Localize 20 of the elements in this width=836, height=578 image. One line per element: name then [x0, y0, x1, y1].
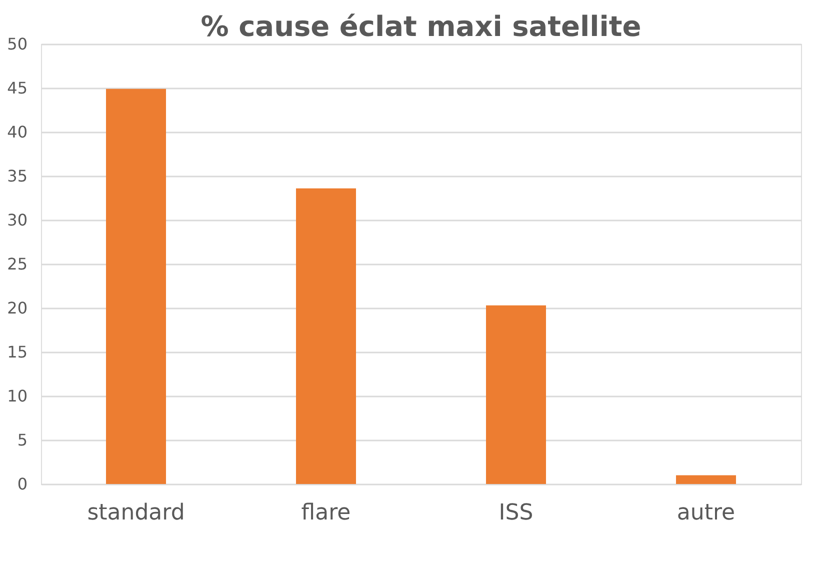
- bar: [676, 475, 736, 484]
- y-tick-label: 15: [7, 342, 28, 362]
- x-tick-label: flare: [301, 500, 351, 526]
- x-tick-label: standard: [87, 500, 185, 526]
- y-tick-label: 10: [7, 386, 28, 406]
- x-tick-label: ISS: [498, 500, 534, 526]
- bar: [296, 188, 356, 484]
- y-tick-label: 20: [7, 298, 28, 318]
- x-tick-label: autre: [676, 500, 736, 526]
- y-tick-label: 25: [7, 254, 28, 274]
- chart-title: % cause éclat maxi satellite: [200, 10, 642, 43]
- y-tick-label: 50: [7, 34, 28, 54]
- y-tick-label: 35: [7, 166, 28, 186]
- y-tick-label: 5: [17, 430, 28, 450]
- y-tick-label: 45: [7, 78, 28, 98]
- y-tick-label: 30: [7, 210, 28, 230]
- bar: [486, 305, 546, 484]
- y-tick-label: 0: [17, 474, 28, 494]
- y-tick-label: 40: [7, 122, 28, 142]
- bar: [106, 88, 166, 484]
